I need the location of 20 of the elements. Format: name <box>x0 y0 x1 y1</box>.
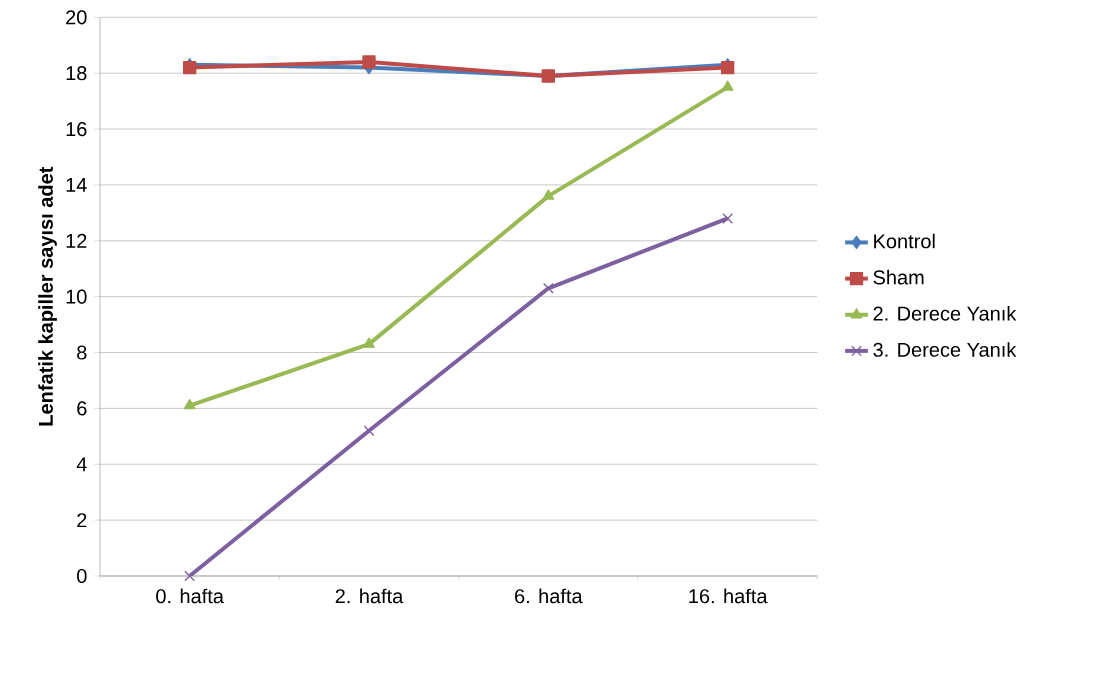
y-tick-label: 0 <box>77 568 87 583</box>
x-tick-label: 16. hafta <box>689 588 768 604</box>
y-tick-label: 12 <box>66 233 87 248</box>
legend-label: 2. Derece Yanık <box>873 305 1017 321</box>
y-tick-label: 2 <box>77 512 87 527</box>
y-tick-label: 20 <box>66 10 87 25</box>
y-tick-label: 6 <box>77 401 87 416</box>
y-tick-label: 10 <box>66 289 87 304</box>
y-tick-label: 4 <box>76 457 87 471</box>
legend-label: Sham <box>873 269 924 285</box>
y-tick-label: 16 <box>66 121 87 136</box>
y-axis-title: Lenfatik kapiller sayısı adet <box>38 166 57 426</box>
legend-label: 3. Derece Yanık <box>873 342 1017 357</box>
x-tick-label: 6. hafta <box>515 588 583 604</box>
x-tick-label: 2. hafta <box>335 588 404 604</box>
legend-label: Kontrol <box>874 233 935 249</box>
y-tick-label: 8 <box>77 345 87 360</box>
y-tick-label: 14 <box>66 177 87 192</box>
y-tick-label: 18 <box>66 65 87 81</box>
x-tick-label: 0. hafta <box>156 588 224 604</box>
